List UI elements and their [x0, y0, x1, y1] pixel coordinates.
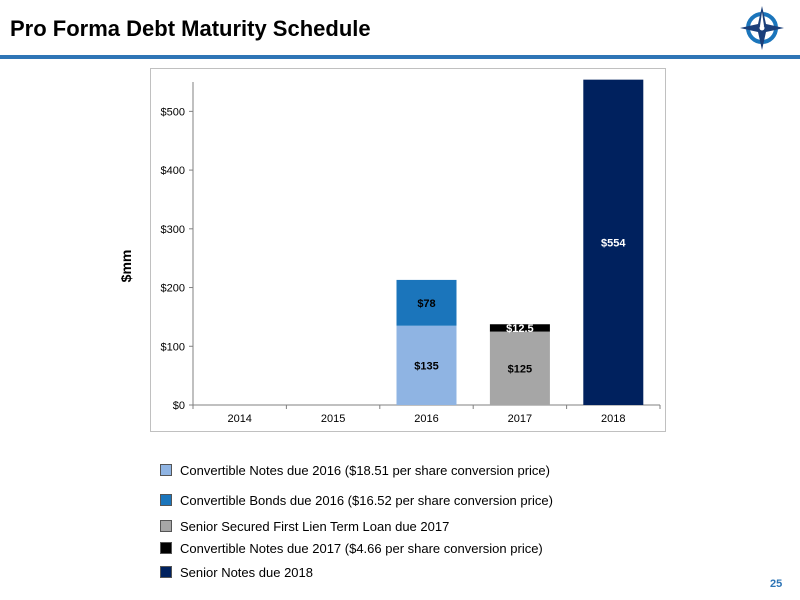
legend-label: Convertible Bonds due 2016 ($16.52 per s…	[180, 492, 553, 508]
header-rule	[0, 55, 800, 59]
legend-swatch	[160, 542, 172, 554]
legend-swatch	[160, 520, 172, 532]
legend-item: Convertible Notes due 2016 ($18.51 per s…	[160, 462, 550, 478]
legend-label: Convertible Notes due 2016 ($18.51 per s…	[180, 462, 550, 478]
legend-label: Convertible Notes due 2017 ($4.66 per sh…	[180, 540, 543, 556]
legend-swatch	[160, 464, 172, 476]
chart-frame	[150, 68, 666, 432]
legend-label: Senior Secured First Lien Term Loan due …	[180, 518, 450, 534]
legend-label: Senior Notes due 2018	[180, 564, 313, 580]
page-title: Pro Forma Debt Maturity Schedule	[10, 16, 371, 41]
legend-item: Convertible Notes due 2017 ($4.66 per sh…	[160, 540, 543, 556]
legend-item: Convertible Bonds due 2016 ($16.52 per s…	[160, 492, 553, 508]
compass-star-icon	[740, 6, 784, 50]
legend-swatch	[160, 494, 172, 506]
page-number: 25	[770, 578, 783, 590]
legend-item: Senior Secured First Lien Term Loan due …	[160, 518, 449, 534]
legend-swatch	[160, 566, 172, 578]
y-axis-label: $mm	[118, 249, 134, 283]
legend-item: Senior Notes due 2018	[160, 564, 313, 580]
